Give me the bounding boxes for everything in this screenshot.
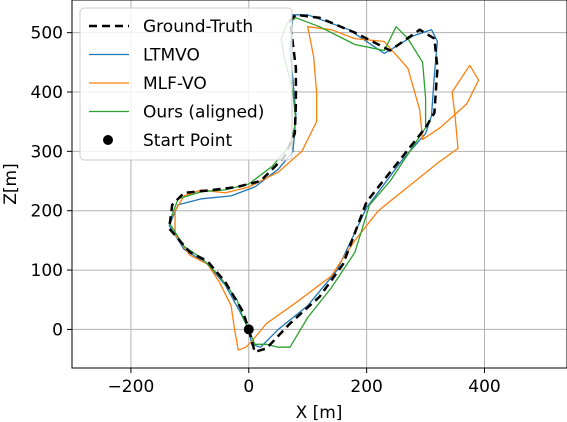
y-tick-label: 0: [52, 320, 63, 340]
x-tick-label: 200: [350, 377, 382, 397]
legend-marker-start-point: [103, 135, 113, 145]
x-ticks: −200 0 200 400: [108, 368, 501, 397]
legend-label-ground-truth: Ground-Truth: [143, 17, 253, 37]
y-tick-label: 100: [31, 261, 63, 281]
legend-label-start-point: Start Point: [143, 131, 232, 151]
x-tick-label: 0: [243, 377, 254, 397]
x-tick-label: −200: [108, 377, 155, 397]
x-tick-label: 400: [468, 377, 500, 397]
legend-box: [79, 7, 293, 161]
y-tick-label: 400: [31, 83, 63, 103]
start-point-marker: [243, 324, 254, 335]
ltmvo-line: [168, 14, 439, 348]
series-layer: [167, 13, 480, 354]
legend: Ground-Truth LTMVO MLF-VO Ours (aligned) Sta…: [79, 7, 293, 161]
y-tick-label: 500: [31, 24, 63, 44]
legend-label-ltmvo: LTMVO: [143, 46, 200, 66]
legend-label-mlf-vo: MLF-VO: [143, 74, 207, 94]
legend-label-ours-aligned: Ours (aligned): [143, 103, 264, 123]
y-axis-label: Z[m]: [1, 163, 21, 204]
y-tick-label: 200: [31, 202, 63, 222]
y-tick-label: 300: [31, 142, 63, 162]
y-ticks: 0 100 200 300 400 500: [31, 24, 72, 340]
x-axis-label: X [m]: [296, 403, 343, 422]
ground-truth-line: [167, 13, 439, 354]
marker-layer: [243, 324, 254, 335]
plot-frame: [71, 0, 567, 369]
